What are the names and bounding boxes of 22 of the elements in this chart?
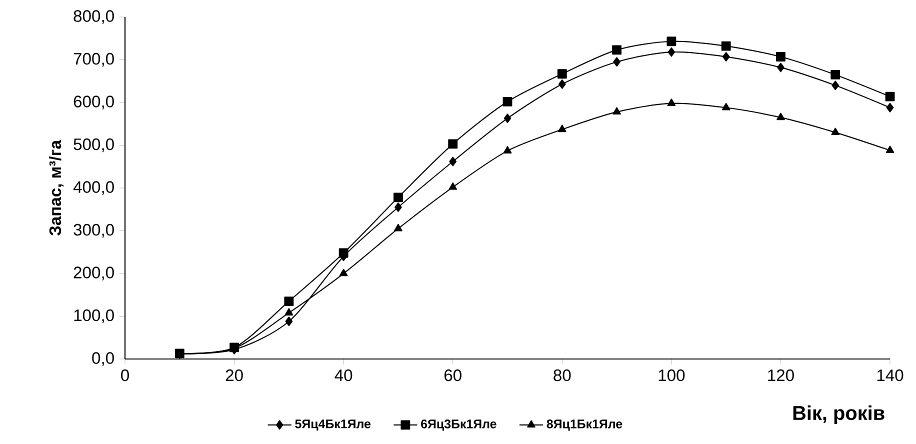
- x-tick-label: 140: [877, 369, 904, 382]
- y-tick-label: 700,0: [74, 52, 114, 67]
- y-tick-label: 600,0: [74, 96, 114, 110]
- legend-label: 5Яц4Бк1Яле: [295, 420, 371, 431]
- y-tick-label: 200,0: [74, 266, 114, 280]
- x-tick-label: 100: [658, 369, 685, 382]
- y-tick-label: 0,0: [92, 352, 114, 366]
- x-tick-label: 60: [444, 369, 462, 382]
- x-tick-label: 40: [334, 369, 352, 382]
- x-tick-label: 20: [226, 369, 243, 382]
- legend-label: 8Яц1Бк1Яле: [546, 420, 622, 431]
- y-tick-label: 800,0: [74, 10, 114, 24]
- x-axis-title: Вік, років: [793, 405, 884, 424]
- x-tick-label: 80: [554, 369, 571, 382]
- y-tick-label: 500,0: [74, 138, 114, 152]
- y-tick-label: 100,0: [74, 309, 114, 324]
- y-axis-title: Запас, м³/га: [48, 140, 64, 236]
- y-tick-label: 300,0: [74, 224, 114, 238]
- y-tick-label: 400,0: [73, 181, 114, 195]
- x-tick-label: 120: [768, 369, 794, 382]
- x-tick-label: 0: [121, 369, 129, 382]
- legend-label: 6Яц3Бк1Яле: [421, 420, 496, 431]
